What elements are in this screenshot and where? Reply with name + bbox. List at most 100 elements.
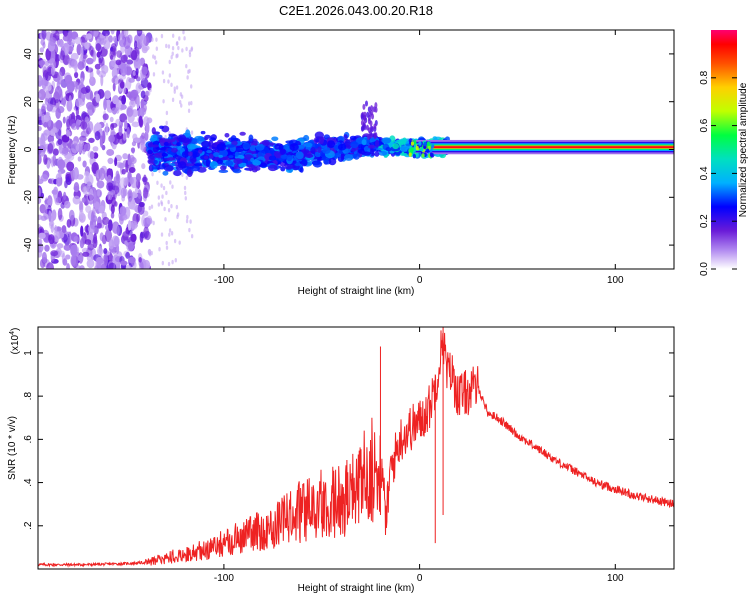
spectrogram-band-cell xyxy=(234,146,245,153)
spectrogram-fringe-cell xyxy=(178,36,181,41)
spectrogram-noise-cell xyxy=(99,135,104,148)
spectrogram-fringe-cell xyxy=(184,190,187,196)
spectrogram-fringe-cell xyxy=(185,218,189,224)
spectrogram-noise-cell xyxy=(120,63,128,77)
spectrogram-noise-cell xyxy=(75,98,84,108)
spectrogram-fringe-cell xyxy=(181,172,184,177)
spectrogram-noise-cell xyxy=(119,206,127,217)
snr-scale-exponent: 4 xyxy=(9,331,16,335)
spectrogram-band-cell xyxy=(304,149,310,154)
spectrogram-burst-cell xyxy=(374,102,378,109)
spectrogram-noise-cell xyxy=(38,145,46,157)
spectrogram-band-cell xyxy=(252,159,262,166)
spectrogram-fringe-cell xyxy=(176,212,180,217)
spectrogram-noise-cell xyxy=(89,188,94,202)
spectrogram-noise-cell xyxy=(59,50,65,61)
spectrogram-noise-cell xyxy=(82,160,87,168)
spectrogram-noise-cell xyxy=(135,82,142,94)
spectrogram-wiggle-cell xyxy=(431,144,435,149)
spectrogram-noise-cell xyxy=(92,146,99,152)
spectrogram-band-cell xyxy=(147,155,155,160)
spectrogram-fringe-cell xyxy=(177,45,180,51)
spectrogram-burst-cell xyxy=(373,133,377,140)
spectrogram-noise-cell xyxy=(38,92,42,98)
spectrogram-noise-cell xyxy=(98,70,107,78)
spectrogram-noise-cell xyxy=(131,121,140,128)
spectrogram-wiggle-cell xyxy=(410,141,415,146)
spectrogram-fringe-cell xyxy=(168,73,172,78)
spectrogram-noise-cell xyxy=(120,42,125,54)
spectrogram-burst-cell xyxy=(373,123,377,130)
spectrogram-noise-cell xyxy=(94,63,101,70)
spectrogram-fringe-cell xyxy=(168,59,171,65)
spectrogram-noise-cell xyxy=(79,209,84,220)
spectrogram-band-cell xyxy=(303,134,310,142)
spectrogram-noise-cell xyxy=(81,59,86,69)
spectrogram-fringe-cell xyxy=(160,232,164,237)
spectrogram-noise-cell xyxy=(127,229,133,236)
spectrogram-band-cell xyxy=(176,142,182,147)
spectrogram-band-cell xyxy=(216,159,224,164)
spectrogram-fringe-cell xyxy=(171,51,174,56)
spectrogram-noise-cell xyxy=(101,30,110,37)
snr-y-tick-label: .2 xyxy=(23,521,34,530)
spectrogram-noise-cell xyxy=(112,95,119,105)
spectrogram-noise-cell xyxy=(111,107,118,114)
spectrogram-noise-cell xyxy=(40,174,49,182)
spectrogram-noise-cell xyxy=(112,48,116,56)
spectrogram-burst-cell xyxy=(369,120,373,127)
spectrogram-noise-cell xyxy=(46,103,54,112)
spectrogram-noise-cell xyxy=(120,187,127,199)
spectrogram-noise-cell xyxy=(38,154,42,165)
spectrogram-band-cell xyxy=(160,146,167,151)
spectrogram-fringe-cell xyxy=(167,44,171,49)
spectrogram-noise-cell xyxy=(55,197,61,203)
spectrogram-fringe-cell xyxy=(155,46,159,51)
spectrogram-band-cell xyxy=(280,148,287,155)
spectrogram-noise-cell xyxy=(113,236,120,247)
spectrogram-noise-cell xyxy=(130,98,135,106)
spectrogram-noise-cell xyxy=(39,47,45,53)
spectrogram-noise-cell xyxy=(44,90,52,103)
spectrogram-band-cell xyxy=(385,147,391,152)
spectrogram-x-label: Height of straight line (km) xyxy=(298,286,415,297)
spectrogram-noise-cell xyxy=(138,256,142,263)
spectrogram-noise-cell xyxy=(63,191,67,201)
spectrogram-band-cell xyxy=(188,151,193,157)
spectrogram-noise-cell xyxy=(38,242,44,253)
spectrogram-burst-cell xyxy=(363,114,367,121)
spectrogram-noise-cell xyxy=(83,143,90,152)
spectrogram-noise-cell xyxy=(58,230,65,239)
spectrogram-noise-cell xyxy=(80,46,84,59)
spectrogram-burst-cell xyxy=(370,105,374,112)
spectrogram-noise-cell xyxy=(44,244,50,252)
snr-y-tick-label: .4 xyxy=(23,478,34,487)
spectrogram-noise-cell xyxy=(66,130,71,137)
spectrogram-band-cell xyxy=(361,151,371,156)
spectrogram-band-cell xyxy=(261,162,267,167)
spectrogram-noise-cell xyxy=(104,90,111,99)
spectrogram-band-cell xyxy=(147,158,156,165)
spectrogram-fringe-cell xyxy=(168,232,171,237)
spectrogram-fringe-cell xyxy=(188,52,192,58)
spectrogram-noise-cell xyxy=(122,230,130,241)
spectrogram-wiggle-cell xyxy=(426,148,430,153)
spectrogram-noise-cell xyxy=(93,190,97,204)
spectrogram-noise-cell xyxy=(70,244,78,257)
spectrogram-noise-cell xyxy=(38,197,42,204)
spectrogram-fringe-cell xyxy=(164,217,167,222)
spectrogram-noise-cell xyxy=(47,198,52,205)
spectrogram-y-tick-label: -20 xyxy=(23,190,34,205)
spectrogram-noise-cell xyxy=(128,256,136,264)
spectrogram-noise-cell xyxy=(73,235,80,243)
spectrogram-fringe-cell xyxy=(165,110,169,116)
spectrogram-noise-cell xyxy=(85,67,94,73)
spectrogram-noise-cell xyxy=(116,173,120,182)
spectrogram-noise-cell xyxy=(130,147,136,153)
spectrogram-noise-cell xyxy=(45,48,51,61)
spectrogram-noise-cell xyxy=(54,85,63,99)
spectrogram-noise-cell xyxy=(82,251,90,257)
spectrogram-band-cell xyxy=(343,134,348,140)
spectrogram-fringe-cell xyxy=(152,72,156,77)
spectrogram-noise-cell xyxy=(118,125,123,137)
